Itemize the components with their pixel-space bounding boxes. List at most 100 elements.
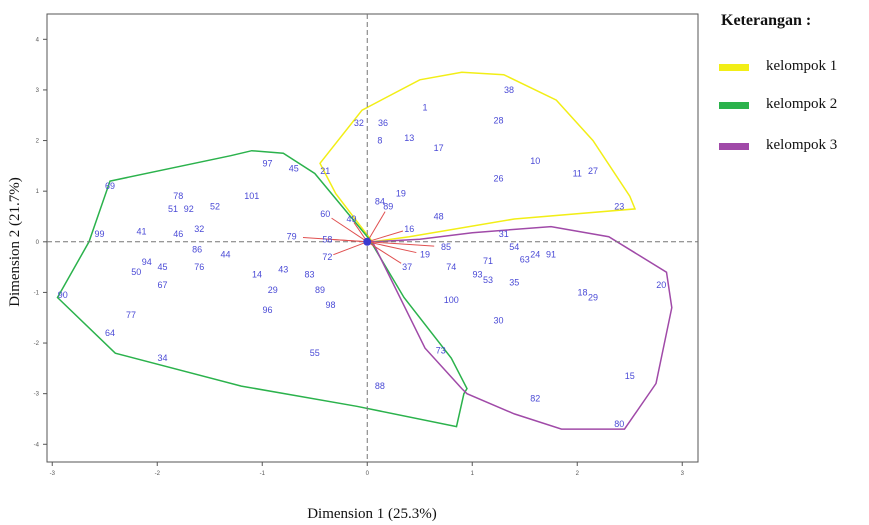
point-label: 1: [422, 103, 427, 113]
variable-arrow: [366, 241, 402, 264]
point-label: 88: [375, 381, 385, 391]
reference-lines: [47, 14, 698, 462]
legend-swatch: [719, 102, 749, 109]
point-label: 67: [157, 280, 167, 290]
point-label: 99: [94, 229, 104, 239]
point-label: 29: [588, 292, 598, 302]
point-label: 52: [210, 201, 220, 211]
point-label: 89: [383, 201, 393, 211]
variable-arrow: [331, 217, 368, 243]
point-label: 60: [320, 209, 330, 219]
point-label: 13: [404, 133, 414, 143]
y-tick-label: 0: [36, 240, 40, 246]
legend-label: kelompok 2: [766, 96, 838, 112]
legend-item-kelompok-3: kelompok 3: [716, 137, 866, 157]
point-label: 82: [530, 394, 540, 404]
x-tick-label: 3: [681, 471, 685, 477]
point-label: 31: [499, 229, 509, 239]
point-label: 34: [157, 353, 167, 363]
y-tick-label: 3: [36, 88, 40, 94]
variable-arrow: [366, 211, 386, 243]
point-label: 86: [192, 244, 202, 254]
point-label: 24: [530, 249, 540, 259]
variable-arrow: [333, 241, 368, 256]
legend-swatch: [719, 64, 749, 71]
point-label: 64: [105, 328, 115, 338]
point-label: 23: [614, 201, 624, 211]
x-tick-label: -2: [155, 471, 161, 477]
point-label: 84: [375, 196, 385, 206]
y-tick-label: 4: [36, 37, 40, 43]
point-label: 51: [168, 204, 178, 214]
point-label: 44: [220, 249, 230, 259]
point-label: 35: [509, 277, 519, 287]
point-label: 101: [244, 191, 259, 201]
point-label: 80: [614, 419, 624, 429]
y-tick-label: -3: [34, 392, 40, 398]
legend: Keterangan : kelompok 1 kelompok 2 kelom…: [716, 12, 866, 162]
cluster-hulls: [56, 71, 673, 430]
point-label: 11: [573, 168, 582, 178]
point-label: 79: [287, 232, 297, 242]
point-label: 15: [625, 371, 635, 381]
hull-kelompok-2: [56, 149, 468, 428]
point-label: 21: [320, 166, 330, 176]
y-tick-label: 2: [36, 139, 40, 145]
point-label: 19: [396, 189, 406, 199]
point-label: 45: [289, 163, 299, 173]
point-label: 26: [493, 174, 503, 184]
point-label: 73: [436, 346, 446, 356]
variable-arrow: [367, 230, 404, 243]
point-label: 29: [268, 285, 278, 295]
point-label: 48: [434, 211, 444, 221]
point-label: 58: [322, 234, 332, 244]
variable-arrow: [367, 241, 417, 254]
point-label: 71: [483, 256, 493, 266]
variable-arrow: [367, 241, 435, 247]
point-label: 100: [444, 295, 459, 305]
point-label: 54: [509, 242, 519, 252]
point-label: 55: [310, 348, 320, 358]
point-label: 36: [378, 118, 388, 128]
legend-item-kelompok-2: kelompok 2: [716, 96, 866, 116]
y-tick-label: -4: [34, 442, 40, 448]
point-label: 93: [472, 270, 482, 280]
point-label: 85: [441, 242, 451, 252]
y-tick-label: -2: [34, 341, 40, 347]
point-label: 16: [404, 224, 414, 234]
point-label: 41: [136, 227, 146, 237]
point-label: 63: [520, 255, 530, 265]
x-axis-title: Dimension 1 (25.3%): [307, 506, 437, 522]
variable-arrows: [302, 211, 435, 264]
point-label: 98: [325, 300, 335, 310]
point-label: 97: [262, 158, 272, 168]
origin-marker: [363, 237, 372, 246]
y-axis-ticks: -4 -3 -2 -1 0 1 2 3 4: [34, 37, 47, 448]
point-label: 78: [173, 191, 183, 201]
point-label: 69: [105, 181, 115, 191]
point-label: 18: [577, 287, 587, 297]
point-label: 50: [131, 267, 141, 277]
point-label: 19: [420, 249, 430, 259]
legend-title: Keterangan :: [721, 12, 812, 29]
data-points: 1 38 28 32 36 8 13 17 10 11 27 26 23 21 97 45 69 78 51 92 52…: [58, 85, 667, 429]
x-tick-label: 0: [366, 471, 370, 477]
point-label: 32: [354, 118, 364, 128]
legend-label: kelompok 1: [766, 58, 838, 74]
point-label: 91: [546, 249, 556, 259]
hull-kelompok-3: [371, 225, 673, 430]
point-label: 74: [446, 262, 456, 272]
point-label: 77: [126, 310, 136, 320]
point-label: 32: [194, 224, 204, 234]
point-label: 28: [493, 115, 503, 125]
point-label: 27: [588, 166, 598, 176]
y-tick-label: -1: [34, 290, 40, 296]
point-label: 17: [434, 143, 444, 153]
point-label: 20: [656, 280, 666, 290]
plot-frame: [46, 13, 699, 463]
point-label: 53: [483, 275, 493, 285]
x-tick-label: -3: [50, 471, 56, 477]
point-label: 45: [157, 262, 167, 272]
point-label: 8: [377, 136, 382, 146]
